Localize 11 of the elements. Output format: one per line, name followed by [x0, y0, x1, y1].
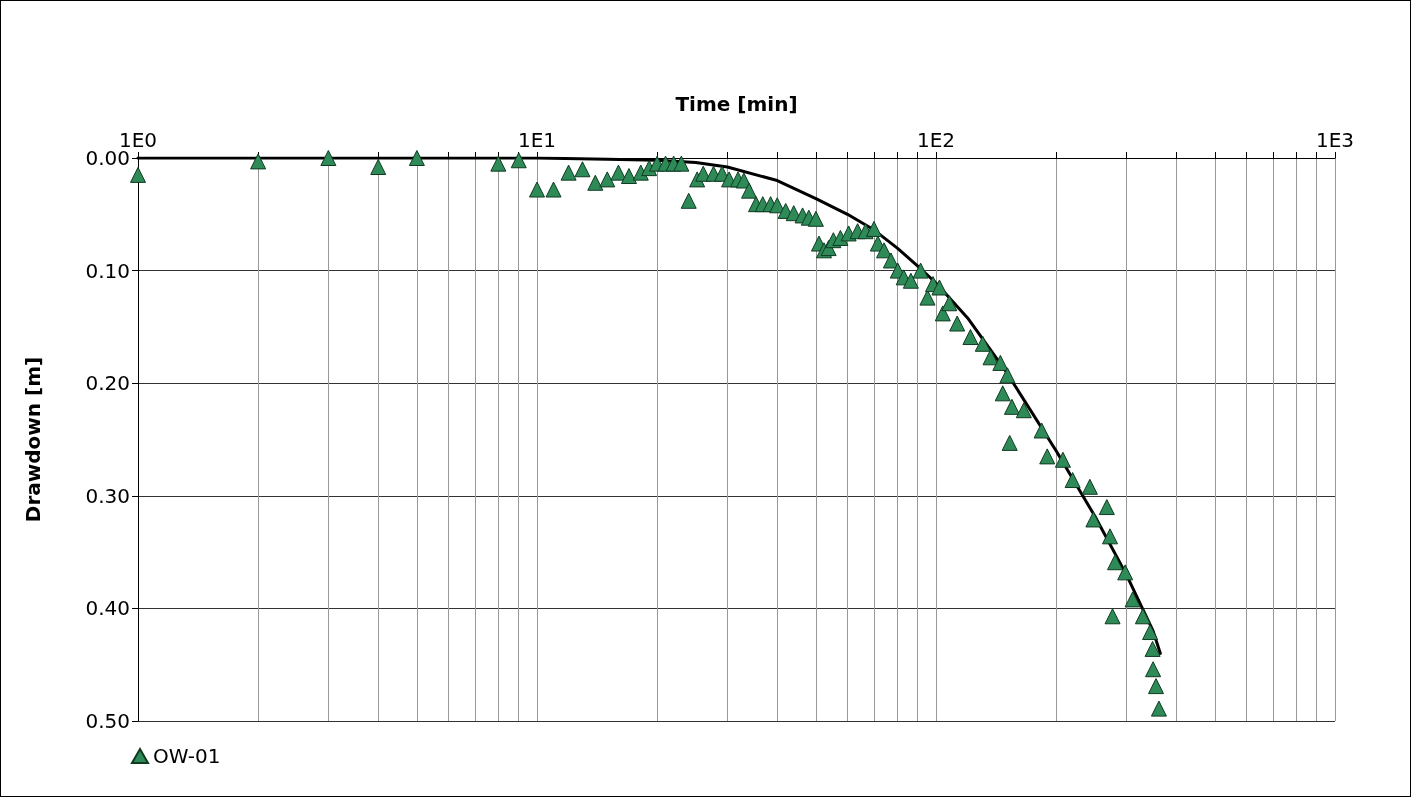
- y-tick-label: 0.30: [85, 483, 130, 508]
- x-axis-title: Time [min]: [675, 92, 798, 116]
- x-tick-label: 1E2: [916, 128, 956, 152]
- legend-label: OW-01: [153, 744, 221, 768]
- y-tick-label: 0.10: [85, 258, 130, 283]
- x-tick-label: 1E3: [1315, 128, 1355, 152]
- y-tick-label: 0.20: [85, 371, 130, 396]
- y-tick-label: 0.50: [85, 709, 130, 733]
- y-axis-title: Drawdown [m]: [21, 356, 45, 523]
- x-tick-label: 1E1: [517, 128, 557, 152]
- y-tick-label: 0.40: [85, 596, 130, 621]
